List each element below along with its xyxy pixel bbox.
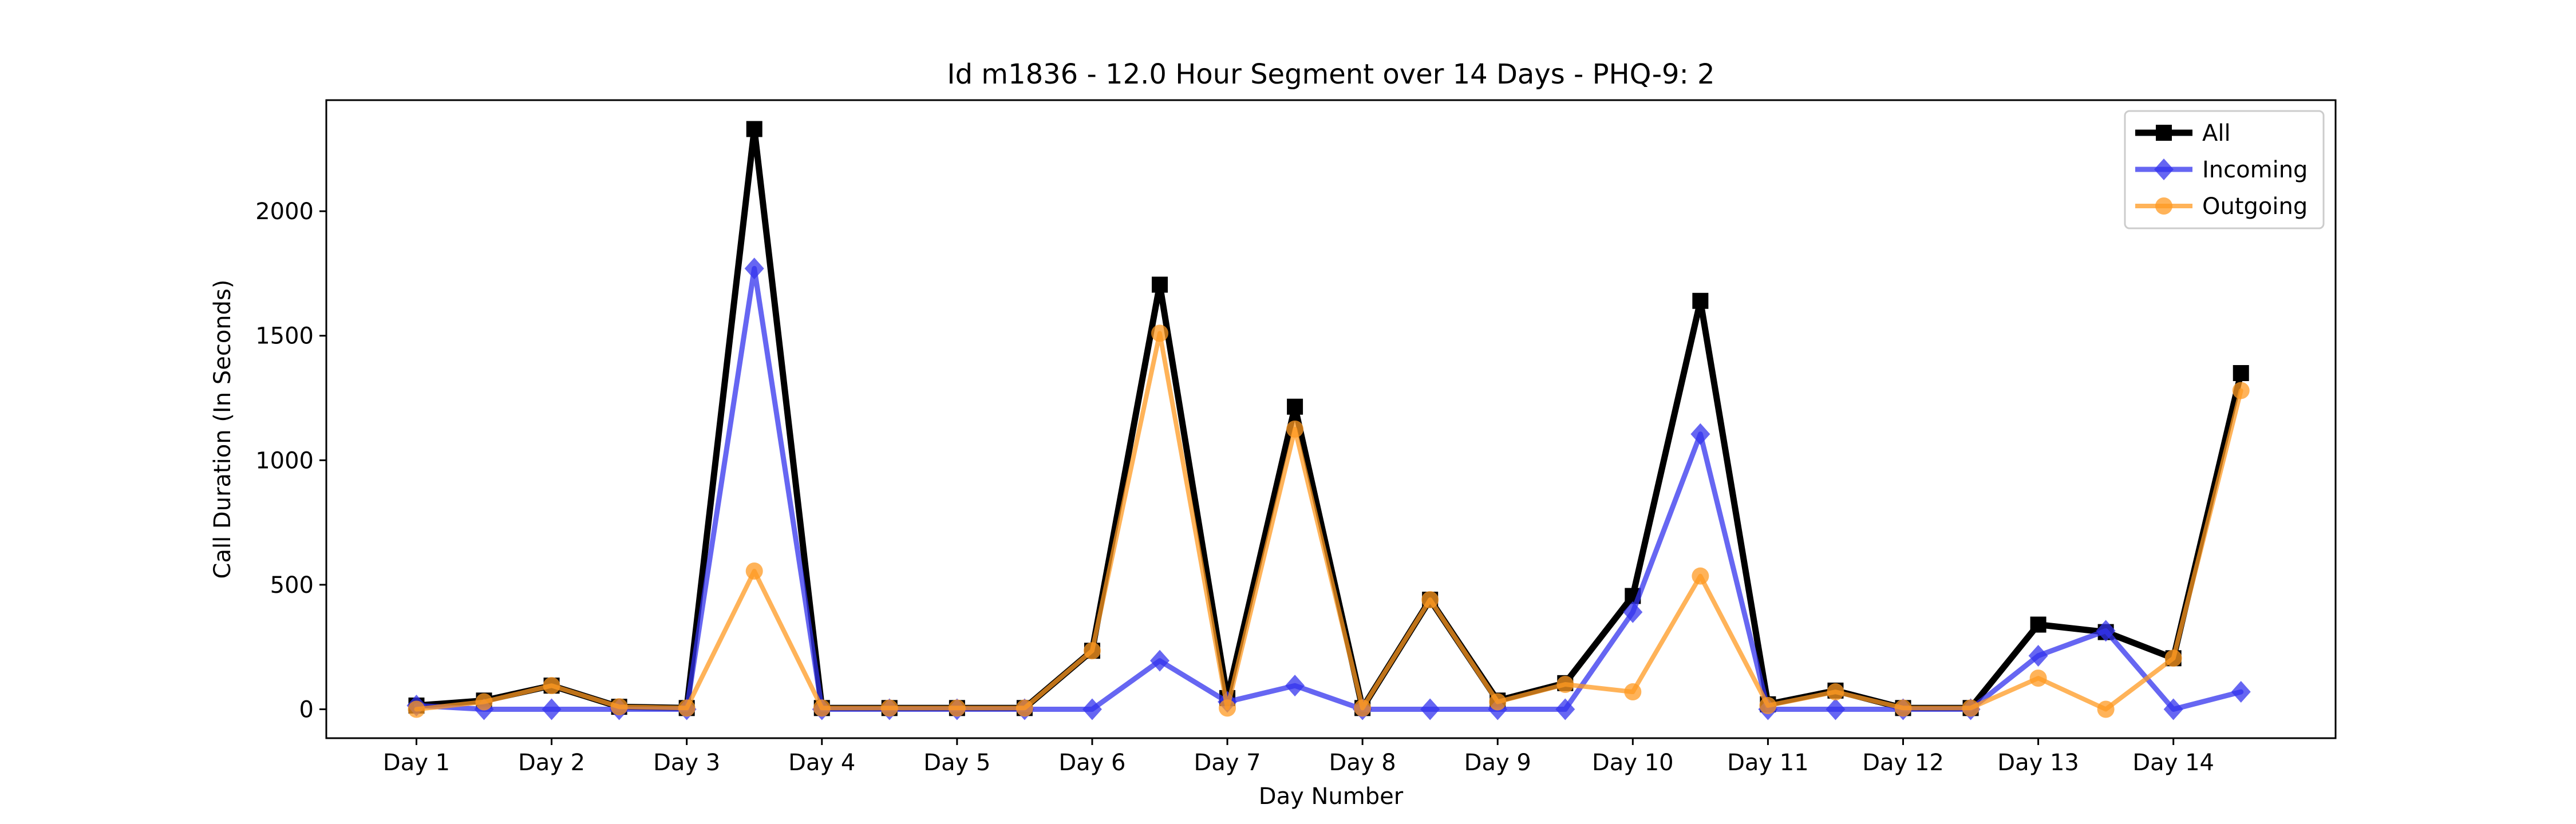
series-line-incoming xyxy=(414,266,2244,712)
data-point-incoming xyxy=(1690,423,1710,445)
y-tick-label: 0 xyxy=(299,697,314,723)
data-point-incoming xyxy=(2231,681,2251,703)
x-tick-label: Day 4 xyxy=(788,750,855,776)
legend-item-outgoing: Outgoing xyxy=(2135,193,2308,220)
data-point-outgoing xyxy=(543,677,560,695)
data-point-outgoing xyxy=(1624,683,1642,701)
y-axis-title: Call Duration (In Seconds) xyxy=(210,280,236,579)
data-point-outgoing xyxy=(2164,649,2182,667)
x-tick-label: Day 13 xyxy=(1997,750,2079,776)
data-point-incoming xyxy=(1420,698,1440,720)
x-tick-label: Day 5 xyxy=(923,750,990,776)
x-tick-label: Day 10 xyxy=(1592,750,1674,776)
data-point-incoming xyxy=(1623,601,1643,623)
data-point-incoming xyxy=(2163,698,2183,720)
legend-label-incoming: Incoming xyxy=(2202,157,2308,183)
x-tick-label: Day 9 xyxy=(1464,750,1531,776)
data-point-outgoing xyxy=(813,699,831,717)
series-all xyxy=(408,121,2249,716)
x-tick-label: Day 12 xyxy=(1862,750,1944,776)
legend-box xyxy=(2124,110,2325,229)
data-point-all xyxy=(2233,365,2249,381)
plot-frame xyxy=(325,99,2337,739)
data-point-incoming xyxy=(2028,644,2048,667)
data-point-incoming xyxy=(1555,698,1575,720)
data-point-outgoing xyxy=(610,698,628,716)
legend-marker-outgoing xyxy=(2155,197,2172,215)
data-point-outgoing xyxy=(745,562,763,580)
y-tick-label: 1000 xyxy=(255,447,314,474)
legend-marker-incoming xyxy=(2154,159,2174,180)
data-point-outgoing xyxy=(1354,699,1372,717)
series-incoming xyxy=(406,258,2251,720)
data-point-all xyxy=(1287,398,1303,415)
data-point-outgoing xyxy=(1421,591,1439,609)
axes: Day 1 Day 2 Day 3 Day 4 Day 5 Day 6 Day 7 Day 8… xyxy=(255,99,2337,776)
legend-item-all: All xyxy=(2135,120,2231,146)
data-point-incoming xyxy=(2096,620,2116,642)
data-point-outgoing xyxy=(1489,693,1507,711)
data-point-incoming xyxy=(542,698,562,720)
x-tick-label: Day 11 xyxy=(1727,750,1809,776)
data-point-all xyxy=(1692,292,1709,309)
legend-label-all: All xyxy=(2202,120,2231,146)
series-outgoing xyxy=(408,324,2250,718)
x-axis-title: Day Number xyxy=(1259,783,1404,810)
data-point-outgoing xyxy=(1219,699,1236,717)
data-point-all xyxy=(2030,616,2046,633)
data-point-outgoing xyxy=(1827,683,1844,701)
data-point-outgoing xyxy=(948,699,966,717)
data-point-incoming xyxy=(1826,698,1846,720)
legend-item-incoming: Incoming xyxy=(2135,157,2308,183)
data-point-outgoing xyxy=(2029,670,2047,687)
series-line-outgoing xyxy=(414,331,2243,712)
data-point-incoming xyxy=(744,258,764,280)
y-tick-label: 1500 xyxy=(255,323,314,350)
data-point-incoming xyxy=(1082,698,1102,720)
series-line-all xyxy=(413,126,2245,711)
x-tick-label: Day 3 xyxy=(653,750,720,776)
data-point-outgoing xyxy=(1894,699,1912,717)
data-point-outgoing xyxy=(1286,420,1304,438)
x-tick-label: Day 14 xyxy=(2132,750,2214,776)
x-tick-label: Day 7 xyxy=(1194,750,1261,776)
y-tick-label: 2000 xyxy=(255,199,314,225)
legend: All Incoming Outgoing xyxy=(2124,110,2325,229)
data-point-outgoing xyxy=(1556,675,1574,693)
data-point-outgoing xyxy=(2097,700,2115,718)
data-point-outgoing xyxy=(1962,699,1980,717)
legend-label-outgoing: Outgoing xyxy=(2202,193,2308,220)
data-point-all xyxy=(746,121,762,137)
data-point-incoming xyxy=(1149,649,1170,672)
data-point-outgoing xyxy=(678,699,696,717)
chart-title: Id m1836 - 12.0 Hour Segment over 14 Day… xyxy=(947,58,1714,90)
data-point-all xyxy=(1151,276,1168,293)
plot-area xyxy=(406,121,2251,720)
x-tick-label: Day 2 xyxy=(518,750,585,776)
data-point-outgoing xyxy=(1151,324,1168,342)
data-point-outgoing xyxy=(475,693,493,711)
legend-marker-all xyxy=(2156,125,2172,141)
data-point-incoming xyxy=(1285,675,1305,697)
data-point-outgoing xyxy=(1692,567,1709,585)
data-point-outgoing xyxy=(1083,642,1101,660)
data-point-outgoing xyxy=(880,699,898,717)
data-point-outgoing xyxy=(408,700,425,718)
data-point-outgoing xyxy=(2232,382,2250,399)
y-tick-label: 500 xyxy=(270,572,314,599)
data-point-outgoing xyxy=(1016,699,1033,717)
x-tick-label: Day 1 xyxy=(383,750,450,776)
x-tick-label: Day 6 xyxy=(1058,750,1125,776)
data-point-outgoing xyxy=(1759,696,1777,714)
x-tick-label: Day 8 xyxy=(1329,750,1396,776)
